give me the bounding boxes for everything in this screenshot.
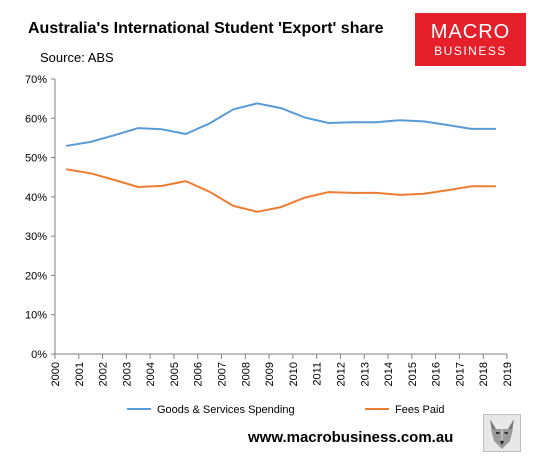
logo-line-business: BUSINESS [434, 44, 507, 58]
series-line-1 [65, 102, 497, 147]
legend-label-1: Goods & Services Spending [157, 404, 295, 416]
y-tick-label: 40% [25, 192, 47, 204]
footer-url[interactable]: www.macrobusiness.com.au [248, 429, 454, 446]
x-tick-label: 2009 [264, 362, 276, 386]
x-tick-label: 2011 [312, 362, 324, 386]
x-tick-label: 2004 [145, 362, 157, 386]
x-tick-label: 2002 [98, 362, 110, 386]
x-tick-label: 2014 [383, 362, 395, 386]
x-tick-label: 2007 [217, 362, 229, 386]
wolf-icon [483, 414, 521, 452]
chart-source: Source: ABS [40, 50, 114, 65]
x-tick-label: 2000 [50, 362, 62, 386]
x-tick-label: 2015 [407, 362, 419, 386]
x-tick-label: 2016 [431, 362, 443, 386]
y-tick-label: 60% [25, 113, 47, 125]
logo-line-macro: MACRO [430, 21, 511, 43]
x-tick-label: 2005 [169, 362, 181, 386]
x-tick-label: 2012 [335, 362, 347, 386]
y-tick-label: 30% [25, 231, 47, 243]
chart-title: Australia's International Student 'Expor… [28, 20, 384, 37]
y-tick-label: 10% [25, 310, 47, 322]
x-tick-label: 2019 [502, 362, 514, 386]
y-tick-label: 50% [25, 153, 47, 165]
y-tick-label: 70% [25, 74, 47, 86]
series-line-2 [65, 168, 497, 213]
x-tick-label: 2010 [288, 362, 300, 386]
macrobusiness-logo[interactable]: MACRO BUSINESS [415, 13, 526, 66]
x-tick-label: 2003 [121, 362, 133, 386]
x-tick-label: 2006 [193, 362, 205, 386]
legend-label-2: Fees Paid [395, 404, 445, 416]
y-tick-label: 20% [25, 270, 47, 282]
x-tick-label: 2013 [359, 362, 371, 386]
x-tick-label: 2008 [240, 362, 252, 386]
y-tick-label: 0% [31, 349, 47, 361]
x-tick-label: 2017 [454, 362, 466, 386]
x-tick-label: 2001 [74, 362, 86, 386]
x-tick-label: 2018 [478, 362, 490, 386]
